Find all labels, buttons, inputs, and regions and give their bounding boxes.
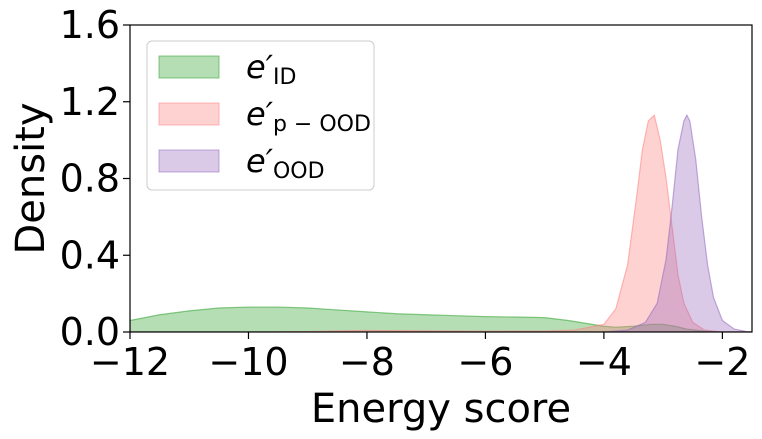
y-tick-label: 0.4	[60, 233, 120, 277]
x-tick-label: −8	[339, 340, 395, 384]
legend-swatch	[158, 102, 220, 126]
x-tick-label: −6	[457, 340, 513, 384]
density-area-3	[130, 113, 752, 332]
legend-swatch	[158, 55, 220, 79]
x-tick-label: −2	[694, 340, 750, 384]
x-tick-label: −10	[208, 340, 288, 384]
y-tick-label: 0.8	[60, 157, 120, 201]
legend-label: e′p − OOD	[246, 95, 371, 137]
legend: e′ID e′p − OOD e′OOD	[146, 40, 375, 191]
y-tick-label: 1.2	[60, 80, 120, 124]
legend-swatch	[158, 149, 220, 173]
x-tick-label: −12	[90, 340, 170, 384]
density-areas	[130, 113, 752, 332]
legend-label: e′OOD	[246, 142, 325, 184]
x-axis-ticks: −12 −10 −8 −6 −4 −2	[90, 332, 750, 384]
y-tick-label: 0.0	[60, 310, 120, 354]
x-axis-title: Energy score	[311, 386, 571, 432]
x-tick-label: −4	[576, 340, 632, 384]
y-axis-ticks: 0.0 0.4 0.8 1.2 1.6	[60, 3, 130, 354]
y-axis-title: Density	[8, 102, 54, 254]
density-area-2	[130, 114, 752, 332]
y-tick-label: 1.6	[60, 3, 120, 47]
legend-label: e′ID	[246, 48, 296, 90]
